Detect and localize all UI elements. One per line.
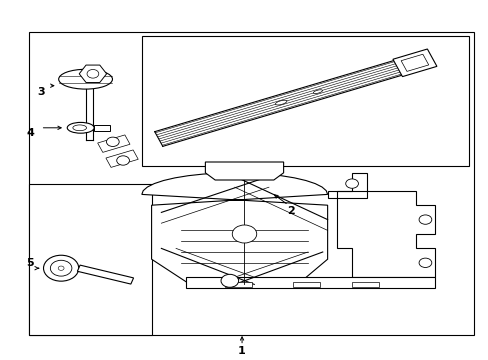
Polygon shape (77, 265, 133, 284)
Polygon shape (98, 135, 130, 152)
Ellipse shape (313, 90, 322, 94)
Bar (293, 282, 320, 287)
Circle shape (58, 266, 64, 270)
Ellipse shape (73, 125, 86, 131)
Circle shape (50, 260, 72, 276)
Text: 3: 3 (38, 87, 45, 97)
Bar (224, 282, 251, 287)
Circle shape (232, 225, 256, 243)
Polygon shape (185, 277, 434, 288)
Bar (29, 32, 473, 335)
Text: 2: 2 (286, 206, 294, 216)
Ellipse shape (59, 69, 112, 89)
Polygon shape (142, 173, 327, 288)
Circle shape (87, 69, 99, 78)
Circle shape (221, 274, 238, 287)
Polygon shape (79, 65, 106, 82)
Circle shape (117, 156, 129, 165)
Ellipse shape (275, 100, 286, 105)
Circle shape (43, 255, 79, 281)
Text: 4: 4 (26, 128, 34, 138)
Polygon shape (327, 173, 434, 277)
Ellipse shape (67, 122, 94, 133)
Polygon shape (400, 54, 428, 71)
Bar (29, 184, 151, 335)
Polygon shape (106, 150, 138, 167)
Polygon shape (94, 125, 110, 131)
Polygon shape (205, 162, 283, 180)
Text: 5: 5 (26, 258, 34, 268)
Circle shape (106, 137, 119, 147)
Text: 1: 1 (238, 346, 245, 356)
Circle shape (418, 258, 431, 267)
Bar (351, 282, 378, 287)
Polygon shape (392, 49, 436, 77)
Circle shape (345, 179, 358, 188)
Bar (142, 36, 468, 166)
Circle shape (418, 215, 431, 224)
